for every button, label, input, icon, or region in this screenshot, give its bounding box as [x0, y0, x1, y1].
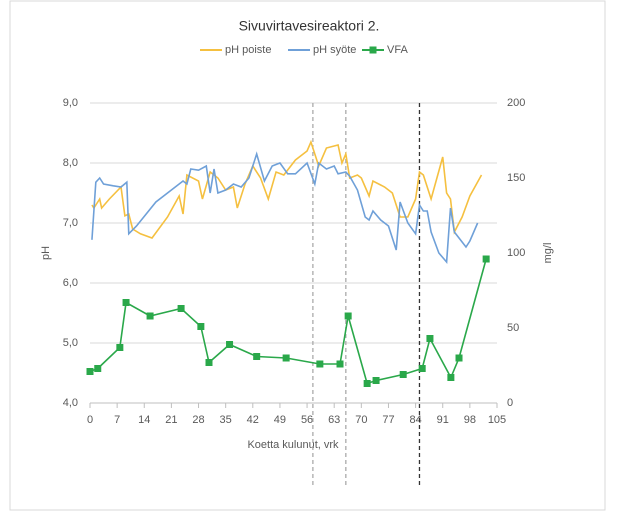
x-tick-label: 35: [220, 414, 232, 426]
data-point: [418, 365, 426, 372]
x-tick-label: 63: [328, 414, 340, 426]
data-point: [226, 341, 234, 348]
data-point: [316, 360, 324, 368]
y2-tick-label: 50: [507, 322, 519, 334]
data-point: [336, 360, 344, 368]
x-tick-label: 0: [87, 414, 93, 426]
series-line: [91, 139, 483, 239]
x-tick-label: 56: [301, 414, 313, 426]
data-point: [482, 255, 490, 263]
data-point: [455, 354, 463, 362]
y2-axis-label: mg/l: [542, 243, 554, 264]
x-tick-label: 7: [114, 414, 120, 426]
x-tick-label: 77: [382, 414, 394, 426]
y-tick-label: 6,0: [63, 277, 78, 289]
x-axis-label: Koetta kulunut, vrk: [247, 439, 339, 451]
data-point: [177, 305, 185, 312]
y-tick-label: 8,0: [63, 157, 78, 169]
data-point: [363, 380, 371, 387]
x-tick-label: 105: [488, 414, 506, 426]
y-tick-label: 9,0: [63, 97, 78, 109]
x-tick-label: 84: [409, 414, 421, 426]
y-tick-label: 7,0: [63, 217, 78, 229]
data-point: [205, 359, 213, 366]
data-point: [282, 354, 290, 362]
data-point: [122, 299, 130, 306]
data-point: [426, 335, 434, 342]
x-tick-label: 49: [274, 414, 286, 426]
data-point: [447, 374, 455, 381]
data-point: [116, 344, 124, 351]
y2-tick-label: 150: [507, 172, 525, 184]
legend-label: VFA: [387, 44, 408, 56]
series-line: [89, 258, 487, 385]
data-point: [146, 312, 154, 320]
data-point: [372, 377, 380, 384]
chart-frame: [9, 0, 606, 511]
data-point: [344, 312, 352, 320]
legend-label: pH poiste: [225, 44, 271, 56]
y-tick-label: 4,0: [63, 397, 78, 409]
x-tick-label: 98: [464, 414, 476, 426]
x-tick-label: 42: [247, 414, 259, 426]
x-tick-label: 28: [192, 414, 204, 426]
data-point: [253, 353, 261, 360]
y2-tick-label: 200: [507, 97, 525, 109]
series-line: [91, 151, 479, 264]
data-point: [86, 368, 94, 375]
x-tick-label: 91: [437, 414, 449, 426]
x-tick-label: 70: [355, 414, 367, 426]
legend-label: pH syöte: [313, 44, 356, 56]
data-point: [197, 323, 205, 330]
data-point: [399, 371, 407, 378]
x-tick-label: 21: [165, 414, 177, 426]
chart-title: Sivuvirtavesireaktori 2.: [239, 18, 380, 34]
y-axis-label: pH: [40, 246, 52, 260]
y2-tick-label: 100: [507, 247, 525, 259]
data-point: [94, 365, 102, 372]
y2-tick-label: 0: [507, 397, 513, 409]
x-tick-label: 14: [138, 414, 150, 426]
y-tick-label: 5,0: [63, 337, 78, 349]
legend-marker: [369, 46, 377, 54]
